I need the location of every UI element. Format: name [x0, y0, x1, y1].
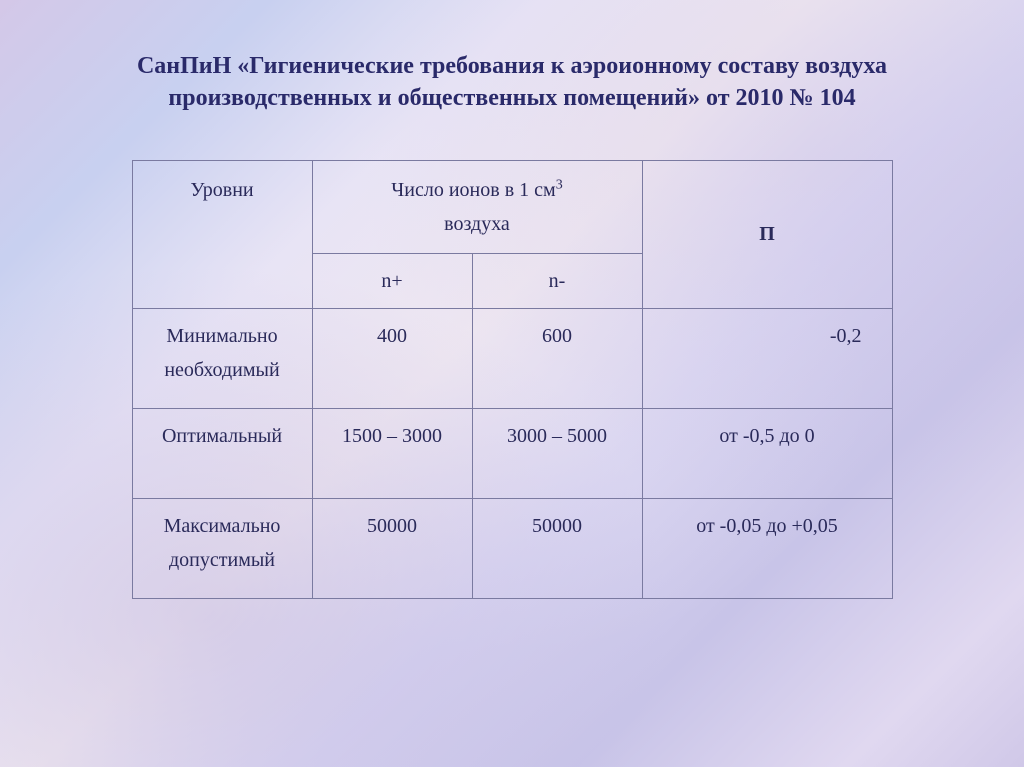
header-row-1: Уровни Число ионов в 1 см3 воздуха П [132, 160, 892, 253]
header-ions-prefix: Число ионов в 1 см [391, 179, 555, 201]
cell-n-plus: 1500 – 3000 [312, 408, 472, 498]
cell-p: -0,2 [642, 308, 892, 408]
table-row: Оптимальный 1500 – 3000 3000 – 5000 от -… [132, 408, 892, 498]
table-row: Максимально допустимый 50000 50000 от -0… [132, 498, 892, 598]
cell-n-plus: 50000 [312, 498, 472, 598]
table-container: Уровни Число ионов в 1 см3 воздуха П n+ … [60, 160, 964, 599]
cell-p: от -0,05 до +0,05 [642, 498, 892, 598]
cell-level-l1: Минимально [166, 325, 277, 347]
cell-level: Оптимальный [132, 408, 312, 498]
cell-n-plus: 400 [312, 308, 472, 408]
cell-level-l1: Максимально [164, 515, 281, 537]
ion-table: Уровни Число ионов в 1 см3 воздуха П n+ … [132, 160, 893, 599]
cell-p: от -0,5 до 0 [642, 408, 892, 498]
header-n-plus: n+ [312, 253, 472, 308]
header-levels: Уровни [132, 160, 312, 308]
header-p: П [642, 160, 892, 308]
header-ions-sup: 3 [556, 177, 563, 192]
cell-level: Минимально необходимый [132, 308, 312, 408]
cell-n-minus: 50000 [472, 498, 642, 598]
cell-n-minus: 3000 – 5000 [472, 408, 642, 498]
cell-level-l1: Оптимальный [162, 425, 282, 447]
cell-level: Максимально допустимый [132, 498, 312, 598]
slide: СанПиН «Гигиенические требования к аэрои… [0, 0, 1024, 767]
table-row: Минимально необходимый 400 600 -0,2 [132, 308, 892, 408]
cell-level-l2: необходимый [164, 359, 279, 381]
header-ions-suffix: воздуха [444, 213, 510, 235]
header-ions: Число ионов в 1 см3 воздуха [312, 160, 642, 253]
slide-title: СанПиН «Гигиенические требования к аэрои… [60, 50, 964, 115]
cell-n-minus: 600 [472, 308, 642, 408]
header-n-minus: n- [472, 253, 642, 308]
cell-level-l2: допустимый [169, 549, 275, 571]
